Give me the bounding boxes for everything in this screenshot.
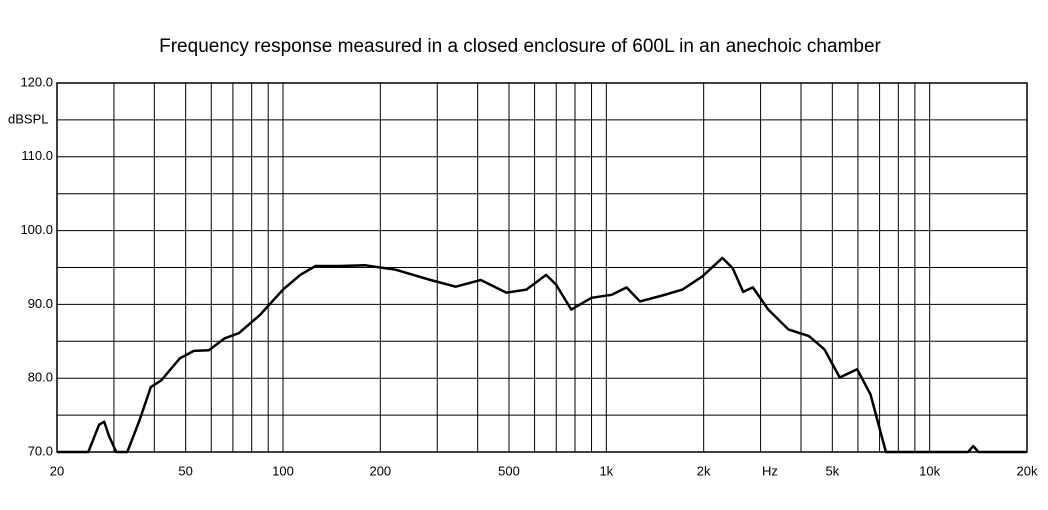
x-tick-label: 500 (498, 463, 520, 478)
x-tick-label: 100 (272, 463, 294, 478)
x-tick-label: 200 (369, 463, 391, 478)
x-tick-label: 5k (825, 463, 839, 478)
x-tick-label: 50 (178, 463, 192, 478)
y-tick-label: 110.0 (21, 148, 53, 163)
y-tick-label: 90.0 (28, 296, 53, 311)
x-tick-label: 2k (697, 463, 711, 478)
x-tick-label: 10k (919, 463, 940, 478)
chart-title: Frequency response measured in a closed … (159, 36, 881, 57)
x-unit-label: Hz (762, 463, 778, 478)
y-tick-label: 120.0 (20, 74, 53, 89)
y-tick-label: 80.0 (28, 370, 53, 385)
x-tick-label: 20k (1017, 463, 1038, 478)
y-unit-label: dBSPL (8, 111, 48, 126)
y-tick-label: 100.0 (20, 222, 53, 237)
x-tick-label: 1k (599, 463, 613, 478)
plot-frame (56, 82, 1028, 453)
line-series (57, 256, 1027, 454)
x-tick-label: 20 (50, 463, 64, 478)
y-tick-label: 70.0 (28, 443, 53, 458)
